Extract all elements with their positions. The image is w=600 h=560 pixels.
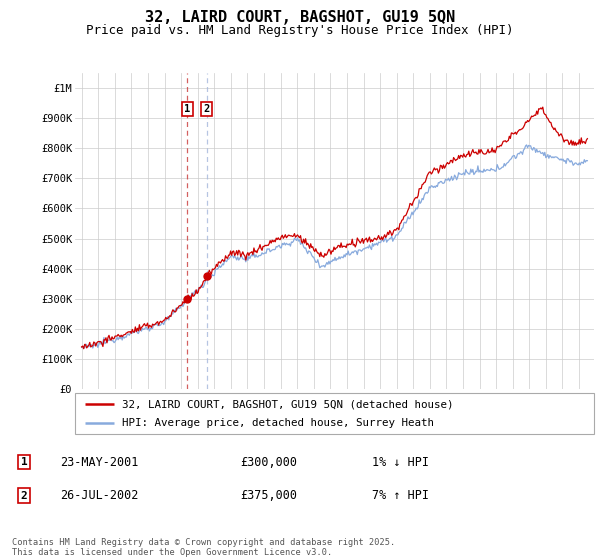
Text: £375,000: £375,000: [240, 489, 297, 502]
Text: 7% ↑ HPI: 7% ↑ HPI: [372, 489, 429, 502]
Text: HPI: Average price, detached house, Surrey Heath: HPI: Average price, detached house, Surr…: [122, 418, 434, 428]
Text: 1: 1: [184, 104, 191, 114]
Text: 1: 1: [20, 457, 28, 467]
Text: 2: 2: [203, 104, 210, 114]
Text: £300,000: £300,000: [240, 455, 297, 469]
Text: 32, LAIRD COURT, BAGSHOT, GU19 5QN: 32, LAIRD COURT, BAGSHOT, GU19 5QN: [145, 10, 455, 25]
Text: 32, LAIRD COURT, BAGSHOT, GU19 5QN (detached house): 32, LAIRD COURT, BAGSHOT, GU19 5QN (deta…: [122, 399, 453, 409]
Text: Contains HM Land Registry data © Crown copyright and database right 2025.
This d: Contains HM Land Registry data © Crown c…: [12, 538, 395, 557]
Text: 2: 2: [20, 491, 28, 501]
Text: 26-JUL-2002: 26-JUL-2002: [60, 489, 139, 502]
Text: Price paid vs. HM Land Registry's House Price Index (HPI): Price paid vs. HM Land Registry's House …: [86, 24, 514, 36]
Text: 23-MAY-2001: 23-MAY-2001: [60, 455, 139, 469]
Text: 1% ↓ HPI: 1% ↓ HPI: [372, 455, 429, 469]
